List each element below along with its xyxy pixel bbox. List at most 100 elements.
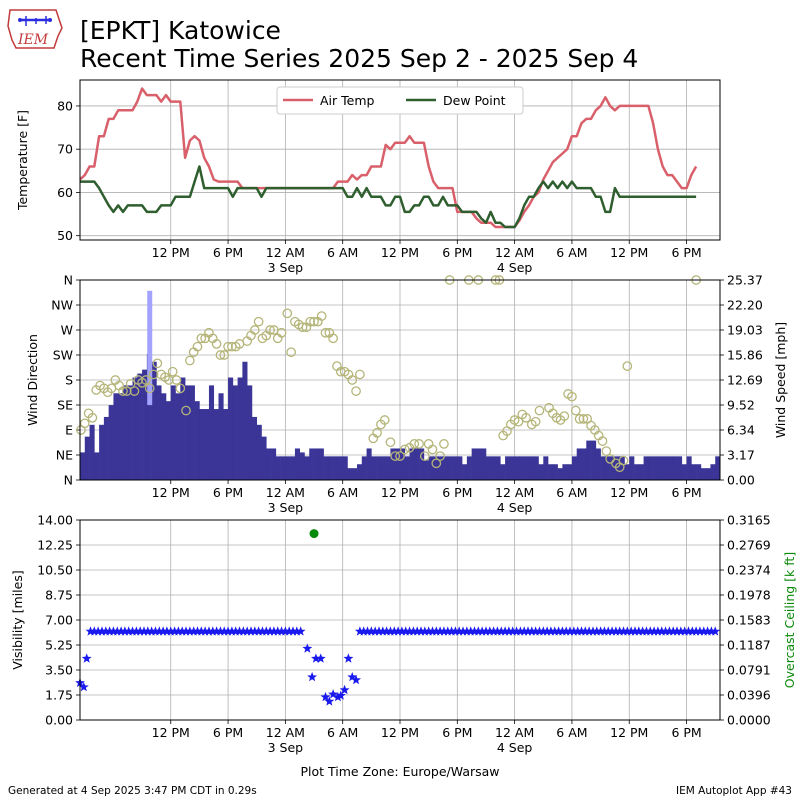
wind-speed-bar	[347, 468, 353, 480]
visibility-point	[653, 626, 663, 636]
wind-direction-point	[196, 333, 207, 344]
logo-text: IEM	[17, 32, 49, 48]
visibility-point	[618, 626, 629, 636]
iem-logo-graphic: IEM	[7, 9, 63, 49]
wind-direction-point	[419, 451, 430, 461]
y-tick-label: 60	[57, 185, 73, 200]
x-tick-label: 12 AM	[495, 245, 534, 260]
x-tick-label: 6 AM	[556, 245, 587, 260]
legend-label-dew-point: Dew Point	[443, 93, 506, 108]
visibility-point	[154, 626, 165, 636]
wind-direction-point	[618, 455, 629, 466]
visibility-point	[523, 626, 533, 636]
wind-speed-bar	[548, 464, 554, 480]
x-tick-sublabel: 4 Sep	[497, 740, 533, 755]
visibility-point	[207, 626, 218, 636]
visibility-point	[442, 626, 453, 636]
visibility-point	[660, 626, 671, 636]
visibility-point	[112, 626, 123, 636]
x-tick-label: 12 PM	[610, 245, 648, 260]
visibility-point	[492, 626, 503, 636]
visibility-point	[588, 626, 598, 636]
visibility-point	[599, 626, 610, 636]
x-tick-sublabel: 3 Sep	[268, 260, 304, 275]
visibility-point	[246, 626, 256, 636]
wind-speed-bar	[137, 373, 143, 480]
visibility-point	[656, 626, 667, 636]
x-tick-label: 6 PM	[442, 245, 472, 260]
wind-direction-point	[282, 308, 293, 319]
visibility-point	[557, 626, 568, 636]
wind-speed-bar	[581, 448, 587, 480]
visibility-point	[223, 626, 233, 636]
wind-direction-point	[530, 416, 541, 427]
ceiling-point	[309, 529, 319, 539]
wind-speed-bar	[452, 456, 458, 480]
wind-speed-bar	[471, 448, 477, 480]
x-tick-label: 6 PM	[442, 725, 472, 740]
visibility-point	[695, 626, 705, 636]
direction-tick-label: NW	[51, 298, 73, 313]
wind-speed-bar	[667, 456, 673, 480]
wind-direction-point	[379, 415, 390, 425]
visibility-point	[530, 626, 541, 636]
x-tick-label: 6 PM	[213, 485, 243, 500]
wind-speed-bar	[294, 448, 301, 480]
wind-direction-point	[570, 405, 581, 416]
direction-tick-label: S	[65, 373, 73, 388]
visibility-point	[698, 626, 709, 636]
visibility-point	[710, 626, 721, 636]
air-temp-line	[79, 87, 698, 229]
visibility-point	[679, 626, 690, 636]
wind-speed-bar	[80, 452, 86, 480]
y2-tick-label: 0.3165	[727, 513, 771, 528]
wind-speed-bar	[208, 385, 215, 480]
x-tick-label: 12 PM	[152, 485, 190, 500]
visibility-point	[526, 626, 537, 636]
visibility-point	[641, 626, 652, 636]
wind-direction-point	[163, 375, 174, 385]
wind-speed-bar	[490, 456, 496, 480]
wind-direction-point	[305, 316, 316, 327]
wind-speed-bar	[380, 456, 386, 480]
chart-title: [EPKT] Katowice	[80, 16, 281, 45]
visibility-point	[461, 626, 472, 636]
y-tick-label: 12.25	[37, 538, 73, 553]
y2-tick-label: 0.2769	[727, 538, 771, 553]
visibility-point	[687, 626, 698, 636]
wind-speed-bar	[385, 456, 391, 480]
visibility-point	[675, 626, 686, 636]
visibility-point	[272, 626, 283, 636]
speed-tick-label: 12.69	[727, 373, 763, 388]
wind-speed-bar	[228, 377, 234, 480]
wind-direction-point	[427, 444, 438, 455]
x-tick-label: 12 AM	[266, 725, 305, 740]
wind-direction-point	[253, 316, 264, 327]
wind-speed-bar	[485, 456, 492, 480]
wind-speed-bar	[242, 361, 248, 480]
visibility-point	[97, 626, 107, 636]
footer-generated: Generated at 4 Sep 2025 3:47 PM CDT in 0…	[8, 785, 257, 797]
visibility-point	[549, 626, 560, 636]
wind-speed-bar	[328, 456, 334, 480]
visibility-point	[343, 653, 354, 663]
direction-tick-label: SW	[53, 348, 73, 363]
visibility-point	[565, 626, 575, 636]
visibility-point	[381, 626, 392, 636]
visibility-point	[139, 626, 149, 636]
wind-speed-bar	[218, 393, 224, 480]
wind-direction-point	[320, 327, 331, 338]
wind-speed-bar	[538, 464, 544, 480]
visibility-point	[626, 626, 637, 636]
visibility-point	[291, 626, 302, 636]
y-axis-label: Temperature [F]	[15, 110, 30, 211]
visibility-point	[610, 626, 621, 636]
visibility-point	[534, 626, 545, 636]
visibility-point	[324, 696, 335, 706]
wind-direction-point	[390, 451, 401, 461]
visibility-point	[400, 626, 411, 636]
wind-speed-bar	[457, 456, 463, 480]
visibility-point	[108, 626, 119, 636]
wind-direction-point	[347, 375, 358, 385]
